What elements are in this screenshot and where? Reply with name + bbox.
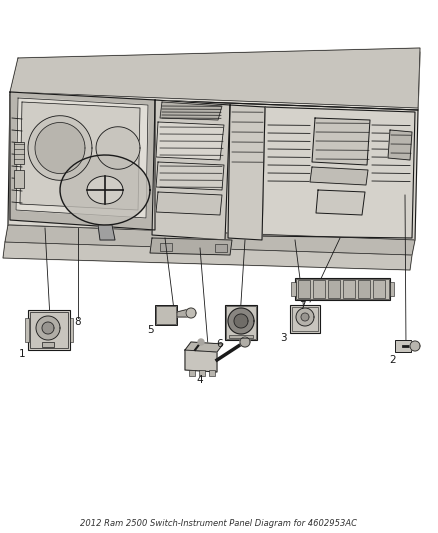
- Text: 2: 2: [390, 355, 396, 365]
- Bar: [70, 318, 73, 342]
- Text: 6: 6: [217, 339, 223, 349]
- Polygon shape: [185, 342, 223, 352]
- Bar: [28, 310, 70, 350]
- Bar: [313, 280, 325, 298]
- Polygon shape: [240, 337, 250, 347]
- Bar: [42, 342, 54, 347]
- Polygon shape: [96, 127, 140, 169]
- Polygon shape: [87, 176, 123, 204]
- Polygon shape: [60, 155, 150, 225]
- Polygon shape: [186, 308, 196, 318]
- Polygon shape: [185, 350, 217, 372]
- Text: 8: 8: [75, 317, 81, 327]
- Bar: [295, 278, 390, 300]
- Polygon shape: [388, 130, 412, 160]
- Polygon shape: [35, 123, 85, 173]
- Polygon shape: [296, 308, 314, 326]
- Polygon shape: [160, 102, 222, 120]
- Bar: [14, 170, 24, 188]
- Polygon shape: [410, 341, 420, 351]
- Bar: [290, 305, 320, 333]
- Text: 1: 1: [19, 349, 25, 359]
- Text: 4: 4: [197, 375, 203, 385]
- Polygon shape: [234, 314, 248, 328]
- Bar: [292, 307, 318, 331]
- Polygon shape: [8, 95, 418, 240]
- Polygon shape: [42, 322, 54, 334]
- Polygon shape: [20, 102, 140, 210]
- Text: 5: 5: [147, 325, 153, 335]
- Bar: [215, 244, 227, 252]
- Text: 3: 3: [280, 333, 286, 343]
- Bar: [298, 280, 310, 298]
- Bar: [373, 280, 385, 298]
- Bar: [156, 306, 176, 324]
- Bar: [395, 340, 411, 352]
- Bar: [291, 282, 296, 296]
- Bar: [189, 370, 195, 376]
- Bar: [343, 280, 355, 298]
- Polygon shape: [228, 308, 254, 334]
- Bar: [160, 243, 172, 251]
- Polygon shape: [152, 100, 230, 240]
- Text: 2012 Ram 2500 Switch-Instrument Panel Diagram for 4602953AC: 2012 Ram 2500 Switch-Instrument Panel Di…: [81, 520, 357, 529]
- Bar: [328, 280, 340, 298]
- Polygon shape: [36, 316, 60, 340]
- Polygon shape: [28, 116, 92, 180]
- Bar: [155, 305, 177, 325]
- Polygon shape: [310, 167, 368, 185]
- Bar: [225, 305, 257, 340]
- Polygon shape: [177, 309, 189, 317]
- Bar: [226, 306, 256, 339]
- Bar: [209, 370, 215, 376]
- Polygon shape: [150, 238, 232, 255]
- Polygon shape: [10, 48, 420, 108]
- Bar: [25, 318, 29, 342]
- Polygon shape: [312, 118, 370, 165]
- Polygon shape: [5, 225, 415, 255]
- Bar: [358, 280, 370, 298]
- Bar: [229, 335, 253, 338]
- Polygon shape: [228, 105, 265, 240]
- Polygon shape: [301, 313, 309, 321]
- Polygon shape: [10, 92, 155, 230]
- Bar: [30, 312, 68, 348]
- Text: 7: 7: [299, 301, 305, 311]
- Polygon shape: [262, 107, 415, 238]
- Bar: [296, 279, 389, 299]
- Bar: [199, 370, 205, 376]
- Polygon shape: [16, 98, 148, 218]
- Polygon shape: [3, 242, 412, 270]
- Polygon shape: [156, 122, 224, 160]
- Polygon shape: [156, 192, 222, 215]
- Polygon shape: [316, 190, 365, 215]
- Polygon shape: [198, 339, 204, 345]
- Polygon shape: [156, 162, 224, 190]
- Polygon shape: [98, 225, 115, 240]
- Polygon shape: [10, 52, 420, 110]
- Bar: [390, 282, 394, 296]
- Bar: [14, 142, 24, 164]
